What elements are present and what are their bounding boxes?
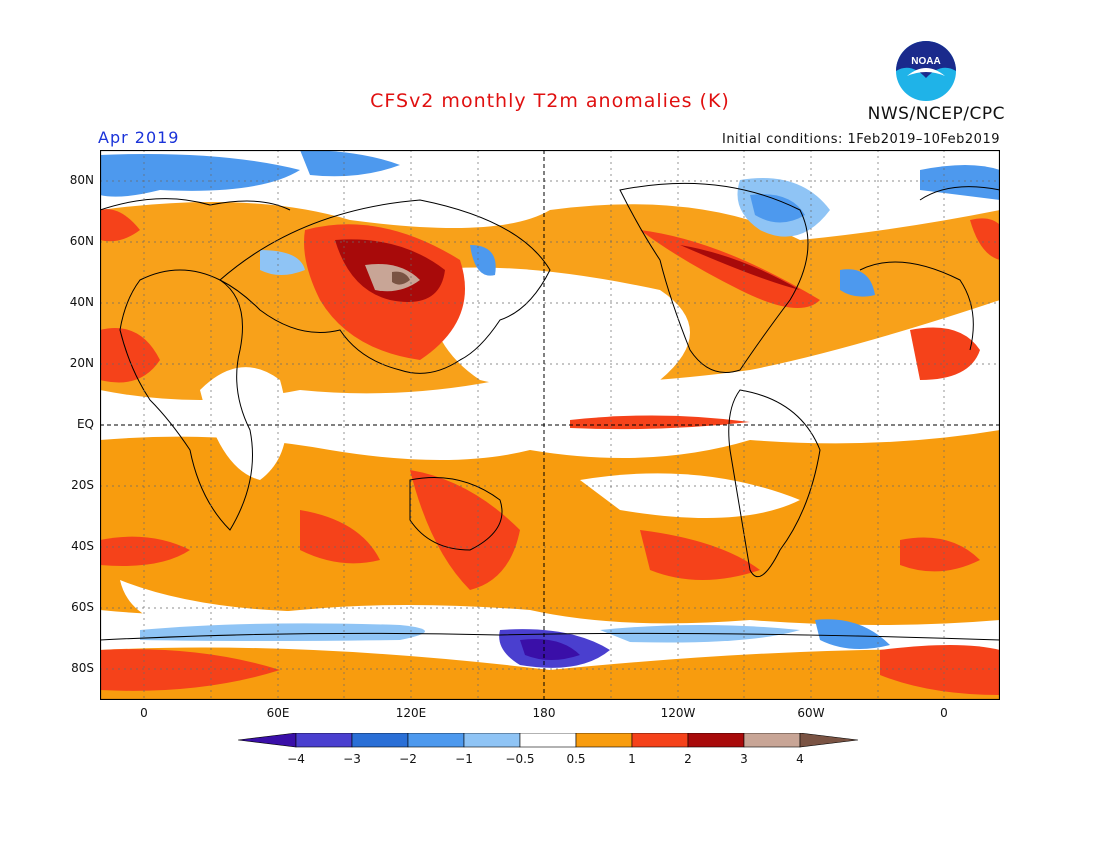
map-frame <box>100 150 1000 700</box>
colorbar-tick-label: −1 <box>455 752 473 766</box>
lat-label: 40S <box>71 539 94 553</box>
anomaly-map <box>100 150 1000 700</box>
initial-conditions: Initial conditions: 1Feb2019–10Feb2019 <box>721 132 1000 147</box>
lon-label: 60E <box>266 706 290 720</box>
colorbar-segment <box>631 733 689 748</box>
graticule <box>100 150 1000 700</box>
map-title: CFSv2 monthly T2m anomalies (K) <box>370 90 730 112</box>
noaa-logo: NOAA <box>896 41 956 101</box>
colorbar-segment <box>519 733 577 748</box>
colorbar: −4 −3 −2 −1 −0.5 0.5 1 2 3 4 <box>238 733 859 766</box>
colorbar-high-arrow <box>799 733 859 748</box>
colorbar-tick-label: 4 <box>796 752 804 766</box>
lon-label: 0 <box>140 706 148 720</box>
lon-label: 0 <box>940 706 948 720</box>
colorbar-tick-label: −4 <box>287 752 305 766</box>
lon-label: 120E <box>395 706 427 720</box>
coastlines <box>100 182 1000 641</box>
colorbar-tick-label: −3 <box>343 752 361 766</box>
lat-label: 20N <box>69 356 94 370</box>
lon-label: 180 <box>532 706 556 720</box>
lat-label: 80S <box>71 661 94 675</box>
colorbar-segment <box>463 733 521 748</box>
lon-label: 60W <box>797 706 825 720</box>
lat-label: EQ <box>76 417 94 431</box>
valid-month: Apr 2019 <box>98 128 180 147</box>
lat-label: 20S <box>71 478 94 492</box>
colorbar-tick-label: −2 <box>399 752 417 766</box>
colorbar-tick-label: 2 <box>684 752 692 766</box>
lat-label: 60S <box>71 600 94 614</box>
agency-label: NWS/NCEP/CPC <box>867 104 1005 124</box>
colorbar-low-arrow <box>238 733 297 748</box>
colorbar-segment <box>407 733 465 748</box>
lat-label: 40N <box>69 295 94 309</box>
colorbar-segment <box>295 733 353 748</box>
colorbar-segment <box>743 733 801 748</box>
colorbar-tick-label: −0.5 <box>505 752 534 766</box>
svg-text:NOAA: NOAA <box>911 56 940 67</box>
colorbar-tick-label: 3 <box>740 752 748 766</box>
colorbar-tick-label: 0.5 <box>566 752 585 766</box>
colorbar-segment <box>351 733 409 748</box>
colorbar-segment <box>575 733 633 748</box>
reference-lines <box>100 150 1000 700</box>
lon-label: 120W <box>660 706 696 720</box>
lat-label: 60N <box>69 234 94 248</box>
lat-label: 80N <box>69 173 94 187</box>
colorbar-tick-label: 1 <box>628 752 636 766</box>
colorbar-segment <box>687 733 745 748</box>
